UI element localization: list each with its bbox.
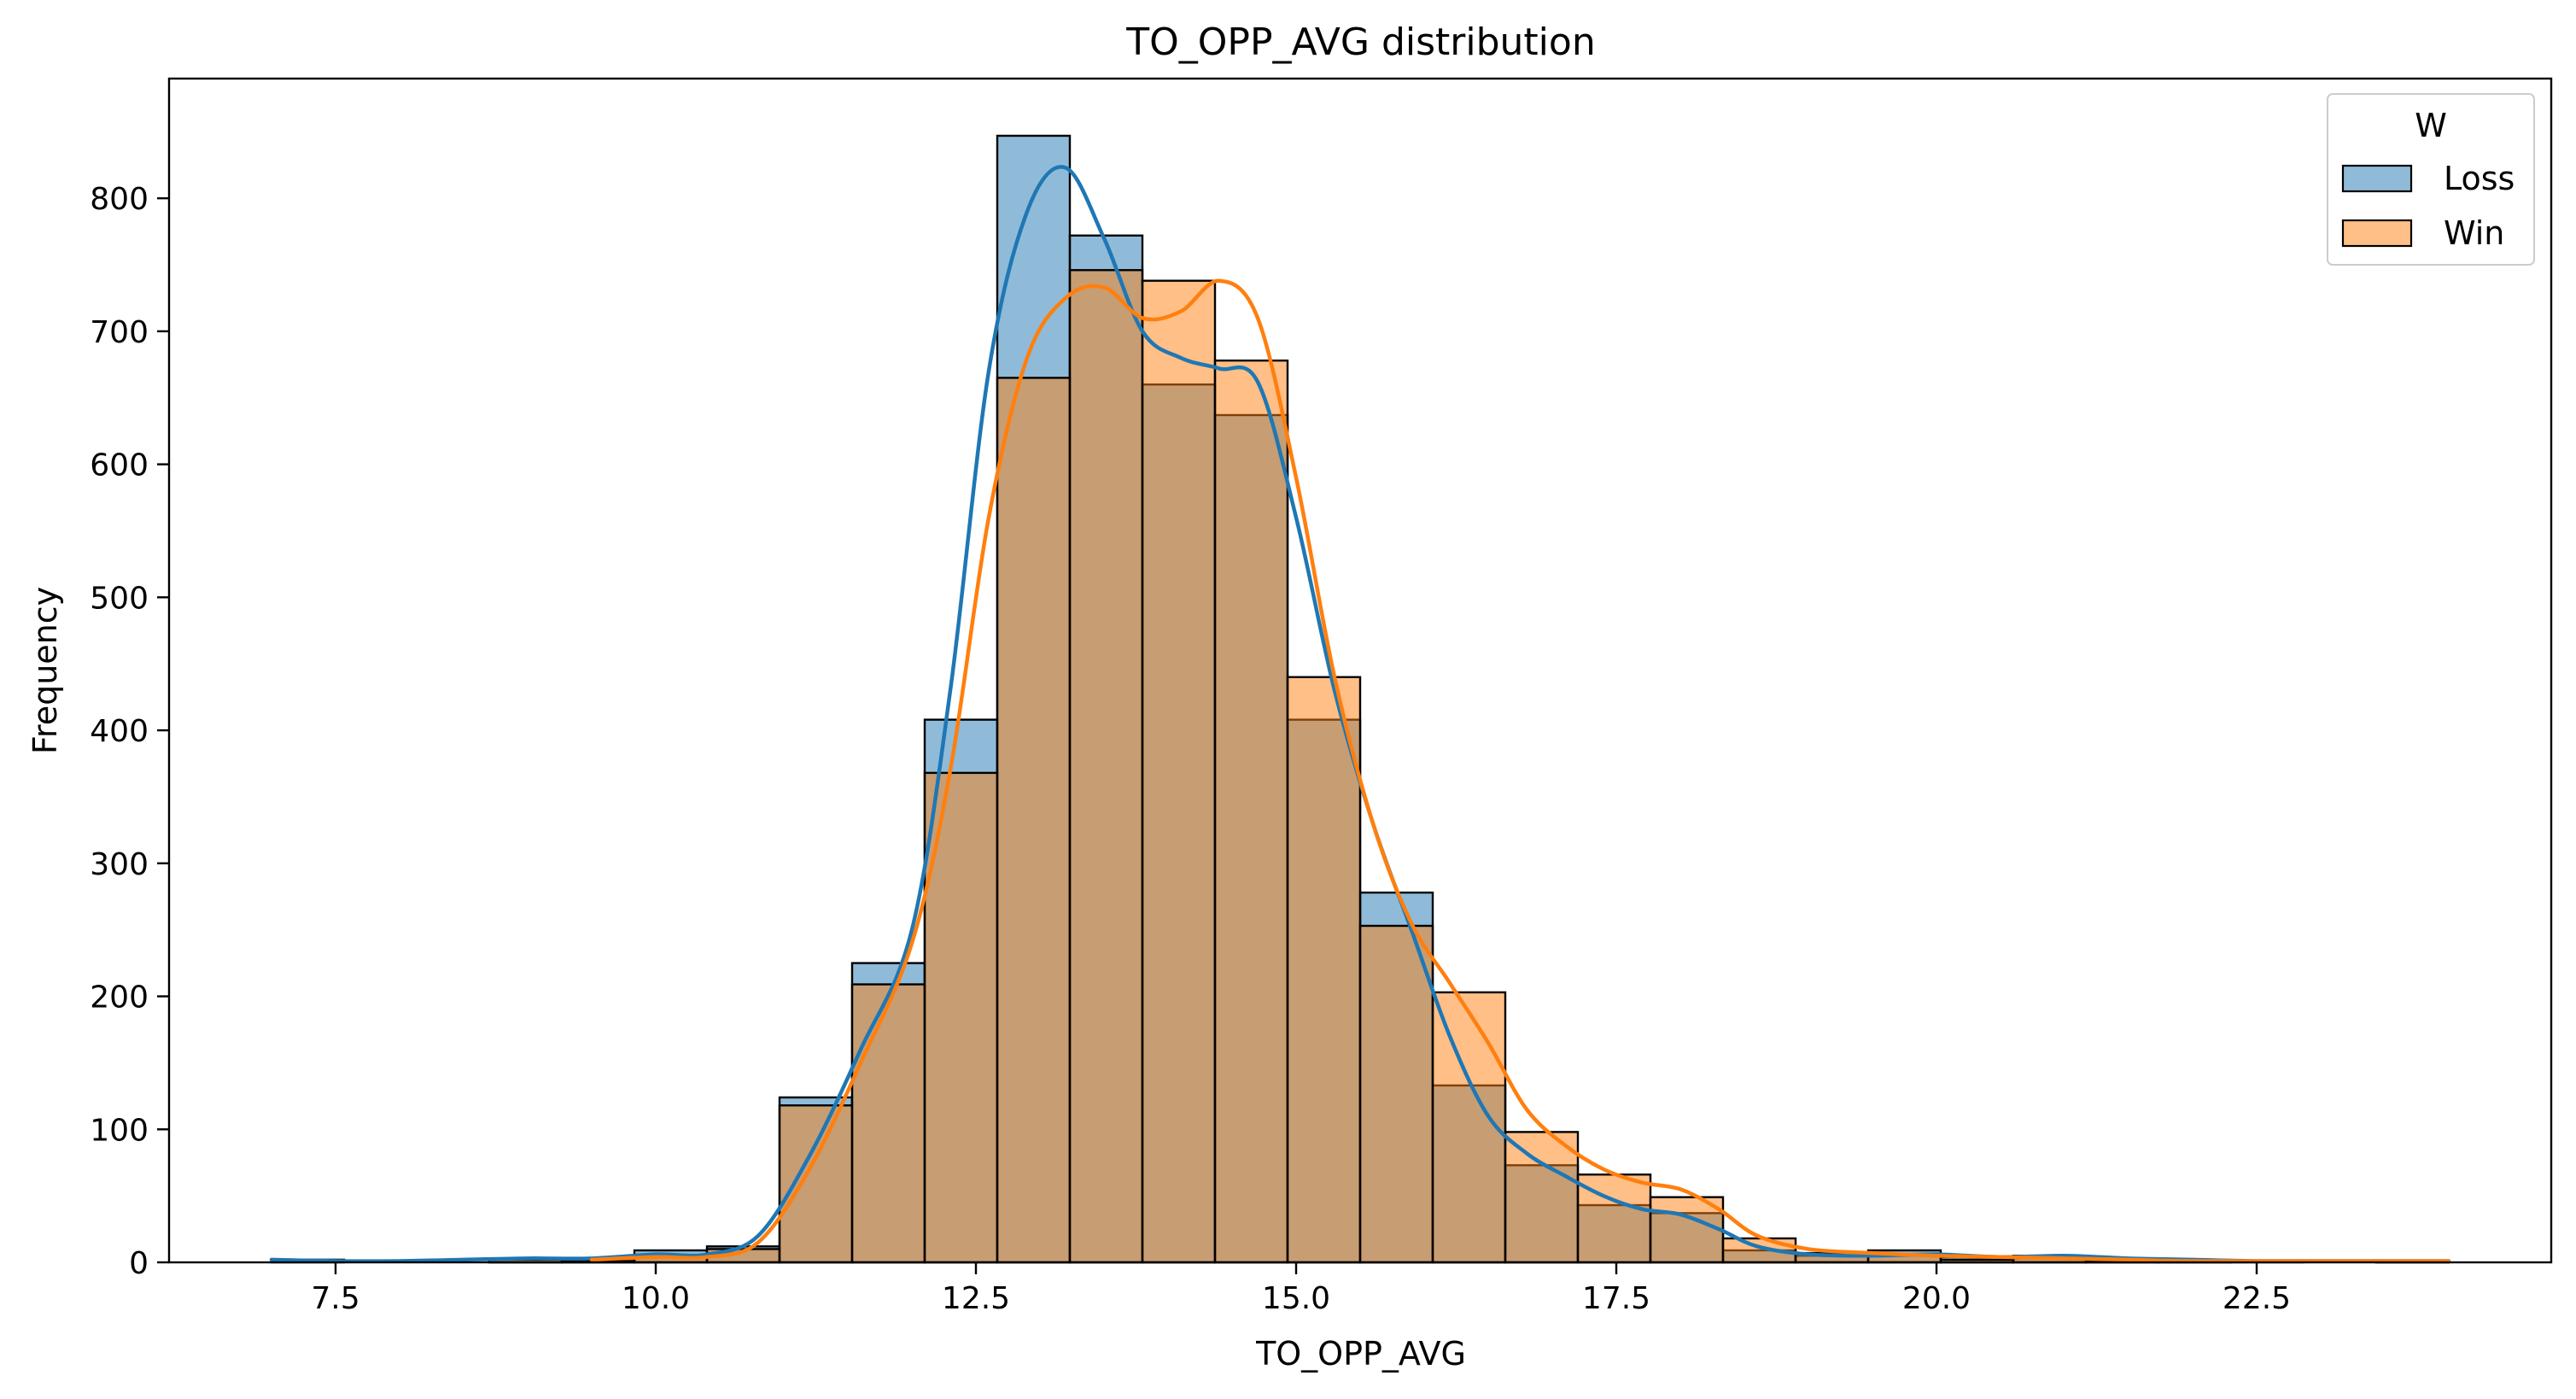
x-axis: 7.5 10.0 12.5 15.0 17.5 20.0 22.5: [311, 1262, 2291, 1316]
bars-win: [488, 269, 2450, 1264]
bar-win-9: [923, 771, 999, 1264]
legend-swatch-loss: [2341, 164, 2413, 193]
bar-win-14: [1286, 676, 1362, 1264]
bar-win-10: [996, 377, 1072, 1264]
y-tick-label: 800: [90, 182, 149, 217]
bar-win-17: [1504, 1131, 1580, 1264]
y-axis: 0 100 200 300 400 500 600 700 800: [90, 182, 169, 1281]
x-tick-label: 22.5: [2223, 1281, 2291, 1316]
bar-win-13: [1213, 359, 1289, 1264]
y-tick-label: 700: [90, 315, 149, 350]
y-tick-label: 400: [90, 714, 149, 749]
chart-title: TO_OPP_AVG distribution: [1125, 20, 1595, 64]
x-tick-label: 7.5: [311, 1281, 359, 1316]
y-tick-label: 200: [90, 980, 149, 1016]
y-tick-label: 600: [90, 448, 149, 483]
y-tick-label: 300: [90, 847, 149, 882]
x-tick-label: 12.5: [942, 1281, 1010, 1316]
plot-area: [269, 134, 2451, 1264]
x-tick-label: 10.0: [622, 1281, 690, 1316]
bar-win-16: [1431, 991, 1507, 1264]
bar-win-15: [1358, 924, 1434, 1264]
plot-frame: [167, 77, 2553, 1264]
kde-line-win: [589, 278, 2451, 1263]
legend-swatch-win: [2341, 219, 2413, 248]
x-axis-label: TO_OPP_AVG: [1255, 1335, 1466, 1373]
bar-win-8: [850, 983, 926, 1264]
legend-label-loss: Loss: [2444, 160, 2515, 197]
bar-win-11: [1068, 269, 1144, 1264]
x-tick-label: 15.0: [1262, 1281, 1330, 1316]
y-axis-label: Frequency: [26, 587, 64, 754]
x-tick-label: 20.0: [1902, 1281, 1971, 1316]
y-tick-label: 100: [90, 1113, 149, 1148]
x-tick-label: 17.5: [1582, 1281, 1650, 1316]
legend-title: W: [2415, 107, 2447, 144]
legend: W Loss Win: [2327, 93, 2535, 266]
bar-win-7: [778, 1104, 854, 1264]
legend-label-win: Win: [2444, 214, 2504, 252]
bar-win-12: [1141, 279, 1217, 1264]
y-tick-label: 0: [129, 1246, 149, 1281]
y-tick-label: 500: [90, 581, 149, 616]
